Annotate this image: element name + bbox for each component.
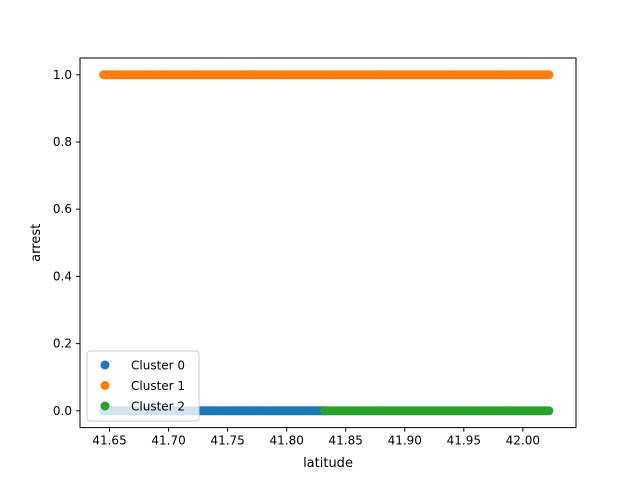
legend: Cluster 0 Cluster 1 Cluster 2	[86, 350, 200, 422]
y-tick-label: 0.6	[53, 202, 72, 216]
x-axis-label: latitude	[303, 456, 353, 471]
legend-marker	[100, 360, 110, 370]
x-tick-label: 42.00	[506, 434, 540, 448]
y-axis-ticks: 0.0 0.2 0.4 0.6 0.8 1.0	[53, 68, 80, 418]
plot-frame	[79, 57, 577, 429]
series-cluster-2	[319, 406, 554, 416]
legend-marker	[100, 381, 110, 390]
y-tick-label: 0.0	[53, 404, 72, 418]
x-axis-ticks: 41.65 41.70 41.75 41.80 41.85 41.90 41.95 42.00	[92, 427, 540, 448]
x-tick-label: 41.90	[388, 434, 422, 448]
y-axis-label: arrest	[29, 224, 44, 262]
data-point	[544, 70, 554, 80]
legend-label: Cluster 2	[131, 400, 185, 414]
legend-label: Cluster 0	[131, 359, 185, 373]
y-tick-label: 0.2	[53, 337, 72, 351]
legend-box	[86, 350, 200, 422]
x-tick-label: 41.95	[447, 434, 481, 448]
y-tick-label: 1.0	[53, 68, 72, 82]
x-tick-label: 41.70	[151, 434, 185, 448]
legend-label: Cluster 1	[131, 379, 185, 393]
legend-marker	[100, 401, 110, 411]
x-tick-label: 41.75	[210, 434, 244, 448]
series-cluster-1	[99, 70, 554, 80]
x-tick-label: 41.85	[329, 434, 363, 448]
y-tick-label: 0.4	[53, 269, 72, 283]
x-tick-label: 41.65	[92, 434, 126, 448]
y-tick-label: 0.8	[53, 135, 72, 149]
x-tick-label: 41.80	[269, 434, 303, 448]
data-point	[544, 406, 554, 416]
